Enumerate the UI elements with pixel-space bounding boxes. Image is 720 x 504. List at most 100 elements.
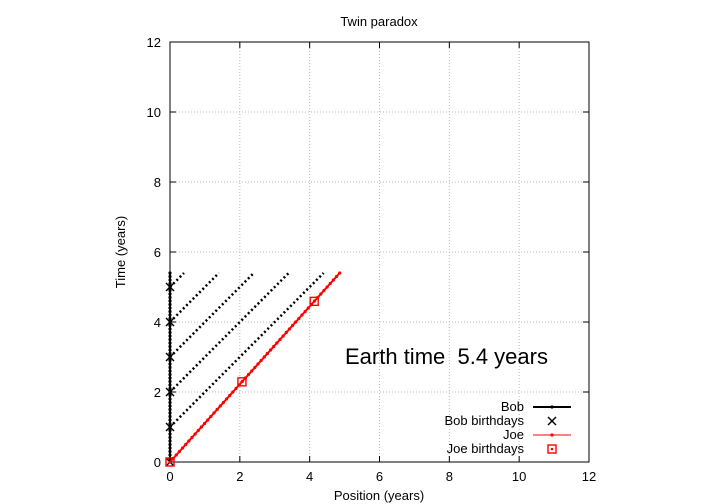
bob-point: [168, 386, 172, 391]
joe-point: [287, 327, 292, 331]
joe-point: [199, 425, 204, 429]
bob-birthdays-marker: [165, 317, 175, 327]
bob-birthdays-marker: [165, 422, 175, 432]
bob-point: [168, 369, 172, 373]
joe-point: [202, 421, 207, 426]
bob-point: [168, 435, 172, 440]
joe-point: [177, 449, 182, 454]
joe-point: [319, 292, 323, 296]
joe-point: [221, 400, 226, 405]
bob-point: [168, 449, 172, 454]
joe-point: [215, 407, 219, 412]
bob-birthdays-marker: [165, 282, 175, 292]
bob-point: [168, 323, 172, 328]
bob-point: [168, 288, 172, 293]
y-tick-label: 8: [154, 175, 161, 190]
chart-title: Twin paradox: [340, 14, 418, 29]
joe-point: [338, 271, 342, 275]
joe-point: [268, 348, 273, 352]
joe-point: [193, 432, 197, 436]
joe-point: [331, 278, 336, 282]
bob-point: [168, 337, 172, 342]
bob-point: [168, 341, 172, 345]
joe-point: [272, 344, 276, 349]
bob-point: [168, 299, 172, 303]
bob-point: [168, 327, 172, 331]
bob-point: [168, 414, 172, 419]
bob-point: [168, 404, 172, 408]
bob-point: [168, 313, 172, 317]
light-signal-line: [169, 272, 325, 428]
legend-swatch-bob-birthdays: [547, 416, 557, 426]
joe-point: [224, 397, 229, 401]
square-outline: [547, 444, 557, 454]
bob-point: [168, 421, 172, 426]
square-outline: [165, 457, 175, 467]
joe-point: [212, 411, 216, 415]
bob-point: [168, 351, 172, 356]
light-signal-line: [169, 272, 185, 288]
legend-swatch-joe-birthdays: [547, 444, 557, 454]
joe-point: [275, 341, 279, 345]
bob-point: [168, 418, 172, 422]
joe-point: [325, 285, 329, 289]
bob-point: [168, 407, 172, 412]
bob-point: [168, 271, 172, 275]
cross-stroke: [165, 282, 175, 292]
joe-birthdays-marker: [237, 377, 247, 387]
earth-time-annotation: Earth time 5.4 years: [345, 344, 548, 369]
bob-point: [168, 292, 172, 296]
cross-stroke: [547, 416, 557, 426]
x-axis-label: Position (years): [334, 488, 424, 503]
bob-point: [168, 306, 172, 310]
joe-point: [180, 446, 185, 450]
legend-label-bob-birthdays: Bob birthdays: [445, 413, 525, 428]
x-tick-label: 10: [512, 469, 526, 484]
light-signals: [169, 272, 325, 428]
joe-point: [303, 309, 307, 314]
y-tick-label: 12: [147, 35, 161, 50]
cross-stroke: [165, 317, 175, 327]
joe-point: [256, 362, 260, 366]
x-tick-label: 2: [236, 469, 243, 484]
joe-point: [231, 390, 235, 394]
y-tick-label: 0: [154, 455, 161, 470]
bob-point: [168, 439, 172, 443]
bob-point: [168, 295, 172, 300]
bob-point: [168, 274, 172, 279]
bob-point: [168, 400, 172, 405]
joe-point: [234, 386, 238, 391]
bob-birthdays-marker: [165, 352, 175, 362]
bob-point: [168, 383, 172, 387]
data-series: [165, 271, 342, 467]
bob-point: [168, 309, 172, 314]
bob-birthdays-marker: [165, 387, 175, 397]
square-dot: [550, 447, 554, 451]
square-dot: [312, 300, 316, 303]
cross-stroke: [165, 352, 175, 362]
legend-label-joe: Joe: [503, 427, 524, 442]
joe-point: [322, 288, 326, 293]
legend-swatch-point-joe: [550, 433, 554, 437]
joe-point: [190, 435, 194, 440]
legend-label-bob: Bob: [501, 399, 524, 414]
joe-birthdays-marker: [165, 457, 175, 467]
cross-stroke: [165, 387, 175, 397]
legend-label-joe-birthdays: Joe birthdays: [447, 441, 525, 456]
x-tick-label: 4: [306, 469, 313, 484]
y-tick-label: 6: [154, 245, 161, 260]
bob-point: [168, 379, 172, 384]
joe-point: [250, 369, 254, 373]
joe-point: [306, 306, 310, 310]
bob-point: [168, 442, 172, 447]
bob-point: [168, 358, 172, 363]
bob-point: [168, 376, 172, 380]
bob-point: [168, 348, 172, 352]
bob-point: [168, 393, 172, 398]
bob-point: [168, 281, 172, 286]
joe-point: [262, 355, 266, 359]
joe-point: [290, 323, 295, 328]
bob-point: [168, 334, 172, 338]
